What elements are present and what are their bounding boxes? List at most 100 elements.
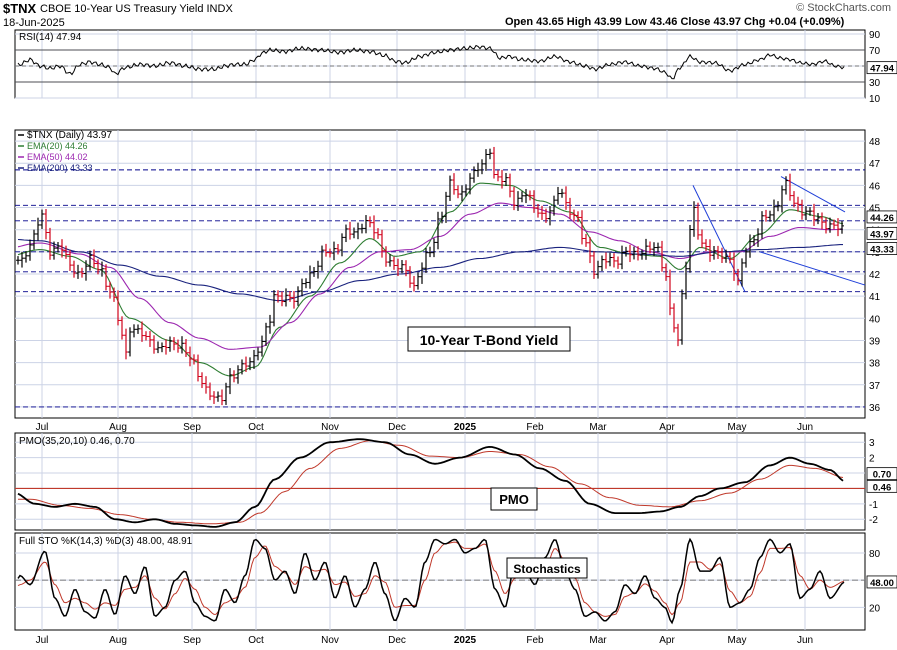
price-bar xyxy=(112,287,116,302)
price-value-badge: 43.97 xyxy=(870,229,894,240)
price-bar xyxy=(784,176,788,195)
price-bar xyxy=(72,260,76,278)
price-bar xyxy=(648,241,652,254)
price-bar xyxy=(48,227,52,260)
price-bar xyxy=(444,191,448,223)
ytick-price-3: 39 xyxy=(869,336,881,347)
price-bar xyxy=(740,258,744,287)
x-axis-label-bottom: May xyxy=(728,635,747,646)
x-axis-label-mid: Apr xyxy=(659,422,675,433)
price-bar xyxy=(600,255,604,272)
price-bar xyxy=(836,218,840,237)
ema-line-2 xyxy=(17,202,844,350)
price-bar xyxy=(144,331,148,341)
pmo-signal-badge: 0.70 xyxy=(873,470,892,481)
rsi-title: RSI(14) 47.94 xyxy=(19,32,82,43)
price-bar xyxy=(696,202,700,240)
price-bar xyxy=(772,199,776,222)
pmo-signal-badge-box xyxy=(866,467,897,481)
price-bar xyxy=(524,189,528,204)
price-bar xyxy=(624,246,628,257)
ema20-badge-box xyxy=(866,210,897,224)
price-bar xyxy=(332,241,336,261)
price-bar xyxy=(668,269,672,316)
price-bar xyxy=(516,191,520,211)
price-bar xyxy=(812,203,816,227)
price-bar xyxy=(496,170,500,182)
price-bar xyxy=(336,243,340,255)
price-bar xyxy=(284,288,288,307)
price-bar xyxy=(420,262,424,284)
price-bar xyxy=(124,328,128,360)
price-bar xyxy=(260,335,264,357)
price-bar xyxy=(216,391,220,402)
price-bar xyxy=(264,322,268,346)
price-bar xyxy=(44,209,48,240)
price-value-badge-box xyxy=(866,226,897,240)
x-axis-label-mid: Mar xyxy=(589,422,607,433)
pmo-title: PMO(35,20,10) 0.46, 0.70 xyxy=(19,436,135,447)
price-bar xyxy=(788,173,792,201)
price-bar xyxy=(140,321,144,342)
price-bar xyxy=(232,370,236,383)
price-bar xyxy=(64,245,68,259)
price-bar xyxy=(808,207,812,216)
x-axis-label-bottom: Jul xyxy=(36,635,49,646)
price-bar xyxy=(460,185,464,202)
price-bar xyxy=(744,247,748,268)
price-bar xyxy=(488,148,492,160)
price-bar xyxy=(160,342,164,353)
price-bar xyxy=(680,289,684,345)
x-axis-label-mid: May xyxy=(728,422,747,433)
price-bar xyxy=(708,239,712,262)
price-bar xyxy=(356,222,360,240)
sto-annotation: Stochastics xyxy=(513,562,581,576)
price-bar xyxy=(184,339,188,357)
x-axis-label-mid: Nov xyxy=(321,422,339,433)
x-axis-label-mid: 2025 xyxy=(454,422,477,433)
price-bar xyxy=(404,260,408,277)
price-bar xyxy=(96,259,100,275)
ytick-price-0: 36 xyxy=(869,403,881,414)
price-bar xyxy=(320,245,324,271)
pmo-value-badge-box xyxy=(866,479,897,493)
price-bar xyxy=(288,291,292,302)
price-bar xyxy=(208,382,212,401)
sto-value-badge-box xyxy=(866,575,897,589)
price-bar xyxy=(148,331,152,347)
price-bar xyxy=(724,249,728,263)
price-bar xyxy=(540,205,544,220)
sto-line-1 xyxy=(17,541,845,617)
price-bar xyxy=(800,199,804,220)
price-bar xyxy=(300,278,304,297)
price-bar xyxy=(756,228,760,247)
x-axis-label-bottom: Nov xyxy=(321,635,339,646)
price-bar xyxy=(692,201,696,237)
price-bar xyxy=(136,324,140,334)
price-bar xyxy=(292,291,296,309)
price-bar xyxy=(656,242,660,253)
sto-annotation-box xyxy=(506,557,588,579)
price-bar xyxy=(512,186,516,211)
header-ohlc: Open 43.65 High 43.99 Low 43.46 Close 43… xyxy=(505,16,845,28)
pmo-annotation: PMO xyxy=(499,492,529,507)
price-bar xyxy=(832,219,836,230)
price-bar xyxy=(732,252,736,281)
price-bar xyxy=(368,216,372,228)
price-bar xyxy=(552,195,556,216)
price-bar xyxy=(468,173,472,195)
price-bar xyxy=(268,314,272,334)
price-bar xyxy=(256,347,260,361)
price-bar xyxy=(212,391,216,404)
x-axis-label-mid: Aug xyxy=(109,422,127,433)
sto-line-0 xyxy=(17,537,845,625)
price-bar xyxy=(636,246,640,261)
price-bar xyxy=(760,211,764,239)
ema20-badge: 44.26 xyxy=(870,213,894,224)
price-bar xyxy=(464,184,468,197)
price-bar xyxy=(712,245,716,260)
price-bar xyxy=(704,239,708,252)
trendline-1 xyxy=(780,176,846,213)
price-bar xyxy=(560,188,564,198)
